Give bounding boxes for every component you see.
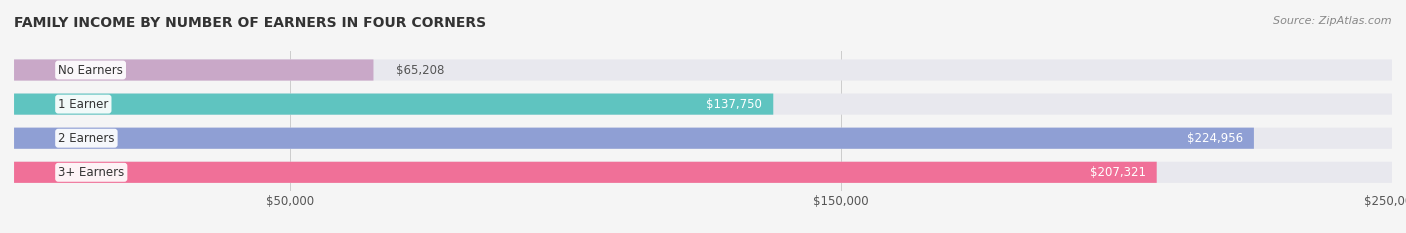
Text: $65,208: $65,208 [395, 64, 444, 76]
Text: $224,956: $224,956 [1187, 132, 1243, 145]
Text: 2 Earners: 2 Earners [58, 132, 115, 145]
Text: 3+ Earners: 3+ Earners [58, 166, 124, 179]
FancyBboxPatch shape [14, 93, 773, 115]
FancyBboxPatch shape [14, 128, 1254, 149]
Text: FAMILY INCOME BY NUMBER OF EARNERS IN FOUR CORNERS: FAMILY INCOME BY NUMBER OF EARNERS IN FO… [14, 16, 486, 30]
FancyBboxPatch shape [14, 59, 1392, 81]
Text: $207,321: $207,321 [1090, 166, 1146, 179]
Text: 1 Earner: 1 Earner [58, 98, 108, 111]
FancyBboxPatch shape [14, 162, 1157, 183]
FancyBboxPatch shape [14, 93, 1392, 115]
Text: $137,750: $137,750 [706, 98, 762, 111]
Text: Source: ZipAtlas.com: Source: ZipAtlas.com [1274, 16, 1392, 26]
FancyBboxPatch shape [14, 162, 1392, 183]
FancyBboxPatch shape [14, 128, 1392, 149]
FancyBboxPatch shape [14, 59, 374, 81]
Text: No Earners: No Earners [58, 64, 124, 76]
